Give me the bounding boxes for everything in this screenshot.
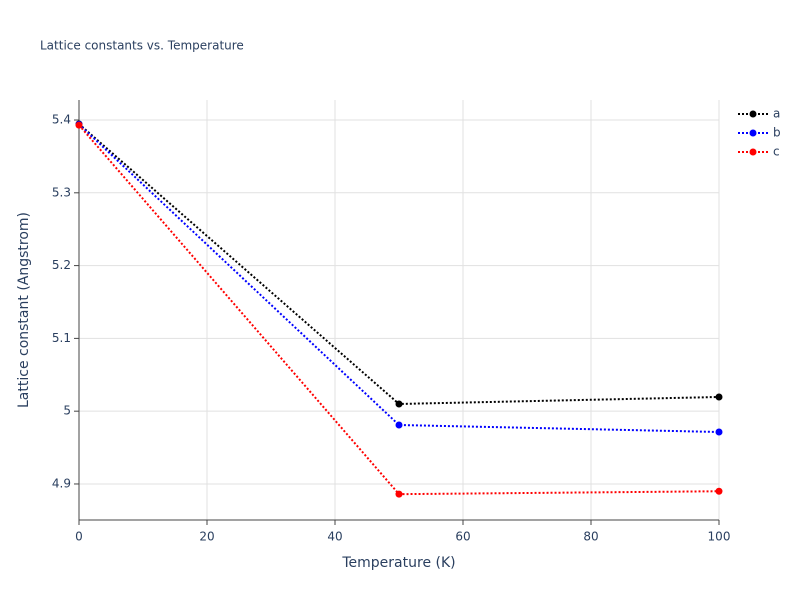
x-tick-label: 100 xyxy=(708,530,731,544)
x-tick-label: 40 xyxy=(327,530,342,544)
data-point xyxy=(395,490,403,498)
series-line xyxy=(78,123,720,405)
chart-title: Lattice constants vs. Temperature xyxy=(40,39,244,53)
data-point xyxy=(715,393,723,401)
data-point xyxy=(715,487,723,495)
legend-marker xyxy=(749,110,757,118)
y-axis-label: Lattice constant (Angstrom) xyxy=(16,212,32,408)
legend-label: b xyxy=(773,126,781,140)
data-point xyxy=(715,428,723,436)
legend-marker xyxy=(749,148,757,156)
legend-label: a xyxy=(773,107,780,121)
x-tick-label: 0 xyxy=(75,530,83,544)
legend-marker xyxy=(749,129,757,137)
series-line xyxy=(78,124,720,496)
series-line xyxy=(78,123,720,433)
data-point xyxy=(395,421,403,429)
y-tick-label: 5.4 xyxy=(52,113,71,127)
y-tick-label: 4.9 xyxy=(52,476,71,490)
x-axis-label: Temperature (K) xyxy=(341,555,455,571)
x-tick-label: 60 xyxy=(455,530,470,544)
y-tick-label: 5 xyxy=(63,404,71,418)
y-tick-label: 5.3 xyxy=(52,185,71,199)
data-point xyxy=(75,121,83,129)
legend-label: c xyxy=(773,145,780,159)
x-tick-label: 80 xyxy=(583,530,598,544)
y-tick-label: 5.2 xyxy=(52,258,71,272)
x-tick-label: 20 xyxy=(199,530,214,544)
y-tick-label: 5.1 xyxy=(52,331,71,345)
data-point xyxy=(395,400,403,408)
